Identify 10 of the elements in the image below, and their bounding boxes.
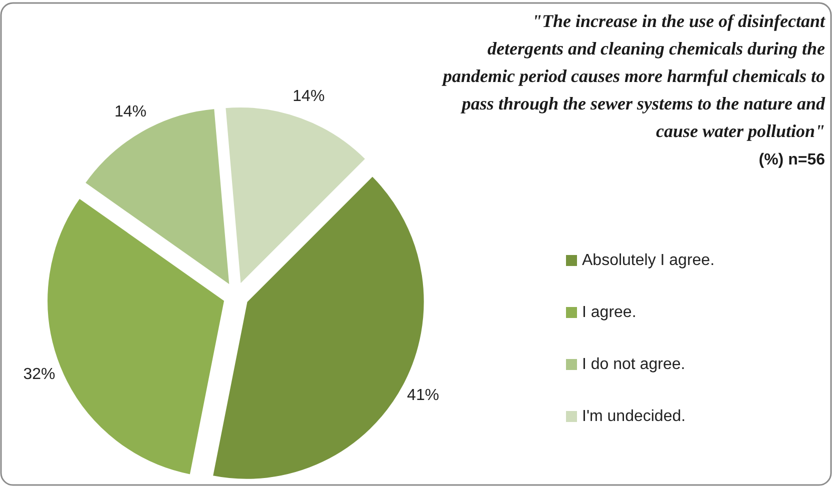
data-label: 14% — [292, 88, 325, 106]
legend-label: Absolutely I agree. — [582, 252, 715, 270]
legend-label: I do not agree. — [582, 356, 686, 374]
text: (%) n=56 — [758, 152, 826, 168]
chart-title: "The increase in the use of disinfectant detergents and cleaning chemicals during the pandemic period causes more harmful chemicals to pass through the sewer systems to the nature and cause water pollution" — [441, 11, 826, 141]
data-label: 14% — [114, 103, 146, 120]
data-label: 32% — [23, 366, 56, 384]
legend-label: I'm undecided. — [582, 408, 686, 426]
data-label: 41% — [407, 386, 440, 404]
legend-label: I agree. — [582, 304, 636, 322]
